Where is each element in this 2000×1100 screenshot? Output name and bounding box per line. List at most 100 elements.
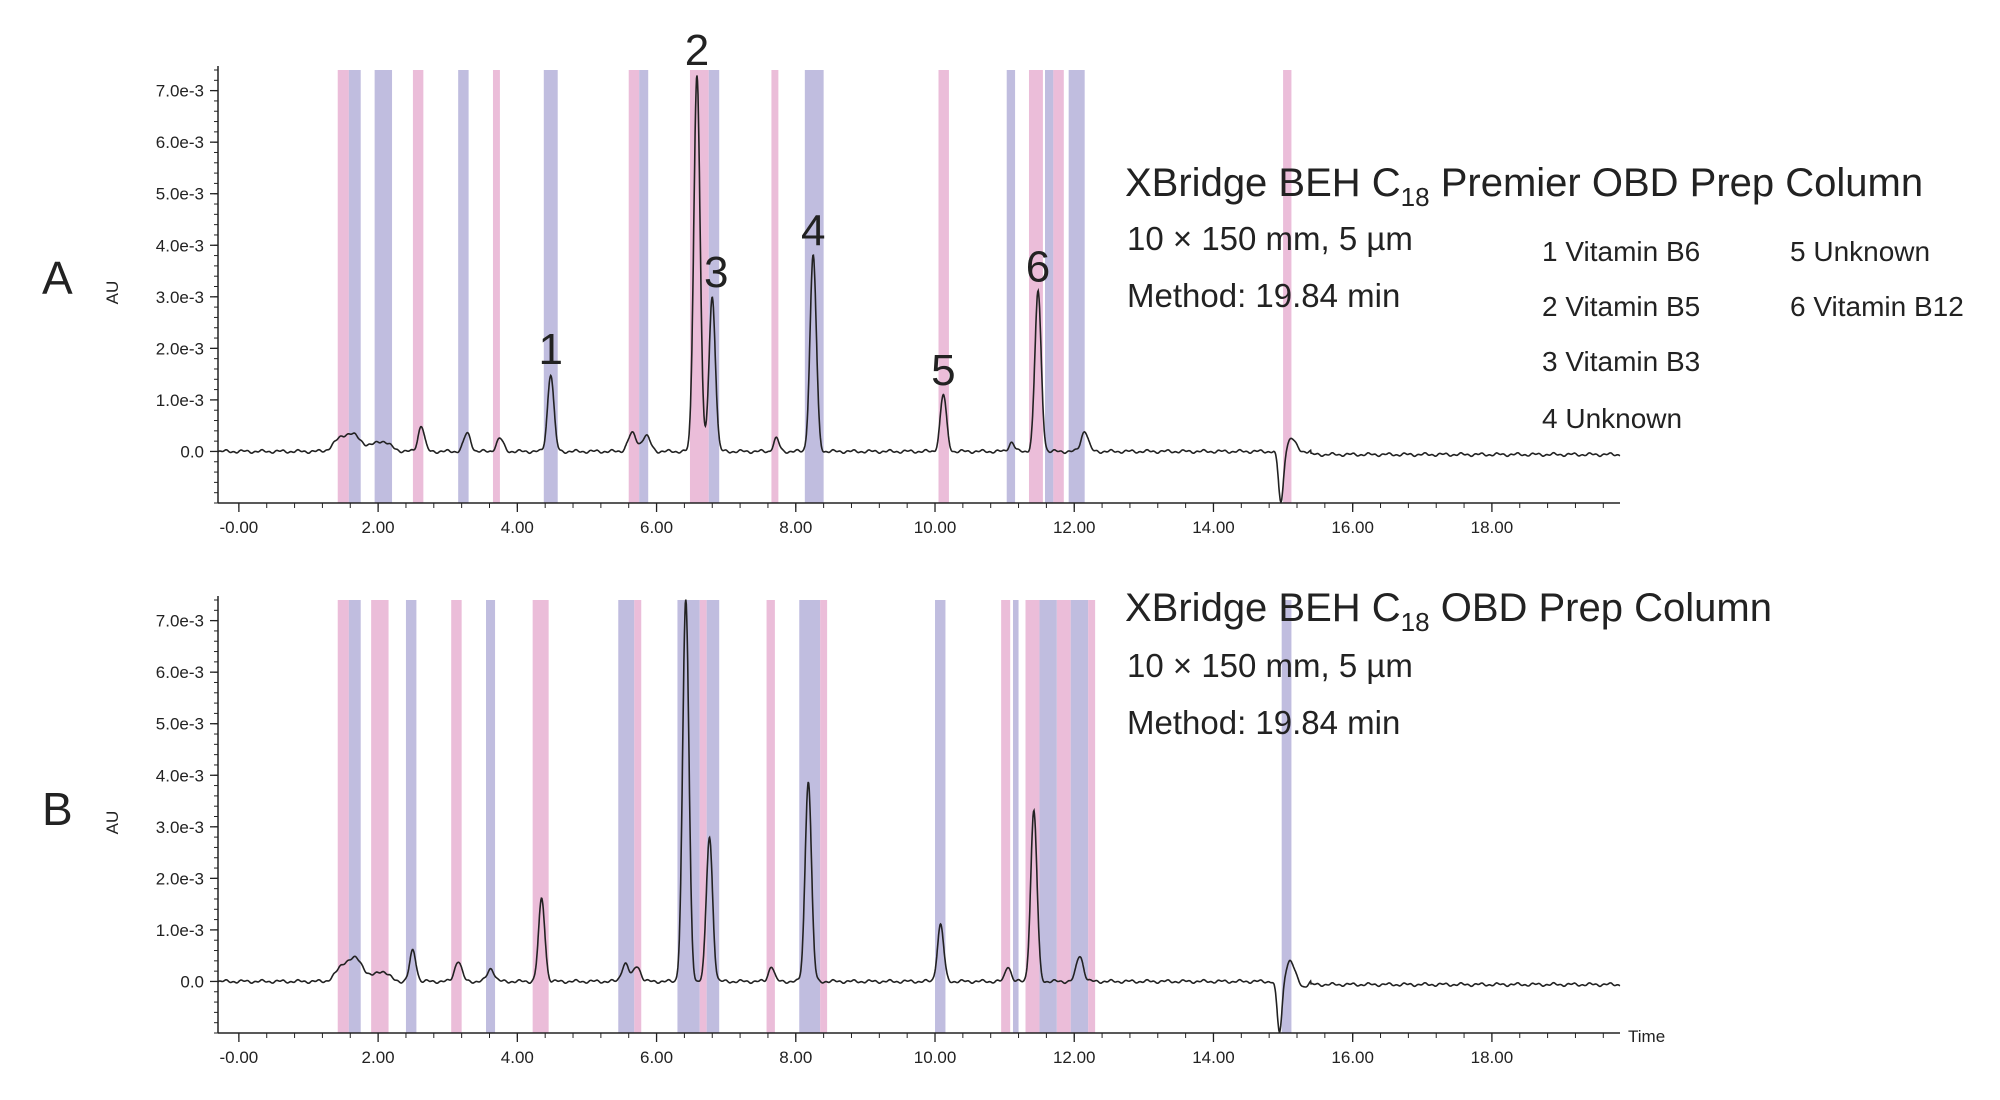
legend-item: 1 Vitamin B6 (1542, 236, 1700, 267)
x-tick-label: 2.00 (362, 1048, 395, 1067)
retention-band (486, 600, 496, 1033)
x-tick-label: 18.00 (1471, 518, 1514, 537)
panel-a-chart: 0.0 1.0e-3 2.0e-3 3.0e-3 4.0e-3 5.0e-3 6.0e-3 7… (42, 26, 1621, 537)
panel-a-column-info: XBridge BEH C18 Premier OBD Prep Column … (1125, 161, 1923, 314)
retention-band (708, 70, 720, 503)
y-tick-label: 6.0e-3 (156, 663, 204, 682)
axes: 0.0 1.0e-3 2.0e-3 3.0e-3 4.0e-3 5.0e-3 6.0e-3 7… (156, 596, 1620, 1067)
x-tick-label: 8.00 (779, 1048, 812, 1067)
retention-band (1012, 600, 1019, 1033)
legend-item: 5 Unknown (1790, 236, 1930, 267)
retention-band (371, 600, 389, 1033)
peak-label: 3 (704, 248, 728, 297)
x-tick-label: 10.00 (914, 518, 957, 537)
peak-label: 2 (685, 26, 709, 75)
y-tick-label: 0.0 (180, 442, 204, 461)
panel-letter: B (42, 783, 73, 835)
panel-b-column-size: 10 × 150 mm, 5 µm (1127, 647, 1413, 684)
panel-a-method-time: Method: 19.84 min (1127, 277, 1400, 314)
retention-band (771, 70, 779, 503)
y-tick-label: 6.0e-3 (156, 133, 204, 152)
x-tick-label: -0.00 (220, 518, 259, 537)
retention-band (1088, 600, 1096, 1033)
y-tick-label: 7.0e-3 (156, 82, 204, 101)
retention-band (458, 70, 469, 503)
retention-band (1070, 600, 1089, 1033)
retention-band (1039, 600, 1057, 1033)
y-tick-label: 1.0e-3 (156, 391, 204, 410)
retention-band (1006, 70, 1016, 503)
x-tick-label: 6.00 (640, 518, 673, 537)
retention-band (938, 70, 949, 503)
retention-band (1028, 70, 1043, 503)
retention-band (1068, 70, 1085, 503)
legend-item: 4 Unknown (1542, 403, 1682, 434)
x-tick-label: -0.00 (220, 1048, 259, 1067)
retention-band (348, 70, 361, 503)
x-tick-label: 4.00 (501, 1048, 534, 1067)
x-tick-label: 18.00 (1471, 1048, 1514, 1067)
x-tick-label: 6.00 (640, 1048, 673, 1067)
legend-item: 3 Vitamin B3 (1542, 346, 1700, 377)
peak-label: 4 (801, 207, 825, 256)
retention-band (766, 600, 775, 1033)
y-tick-label: 7.0e-3 (156, 612, 204, 631)
retention-band (699, 600, 707, 1033)
retention-band (706, 600, 720, 1033)
panel-a-column-size: 10 × 150 mm, 5 µm (1127, 220, 1413, 257)
retention-band (1053, 70, 1064, 503)
retention-band (492, 70, 500, 503)
peak-label: 6 (1026, 243, 1050, 292)
y-tick-label: 2.0e-3 (156, 339, 204, 358)
y-tick-label: 2.0e-3 (156, 869, 204, 888)
peak-legend: 1 Vitamin B6 2 Vitamin B5 3 Vitamin B3 4… (1542, 236, 1964, 434)
retention-bands (337, 600, 1292, 1033)
panel-b-method-time: Method: 19.84 min (1127, 704, 1400, 741)
retention-band (348, 600, 361, 1033)
retention-band (628, 70, 640, 503)
retention-band (1283, 70, 1292, 503)
panel-letter: A (42, 252, 73, 304)
retention-band (1281, 600, 1292, 1033)
chromatogram-trace (217, 599, 1621, 1033)
panel-b-column-info: XBridge BEH C18 OBD Prep Column 10 × 150… (1125, 586, 1772, 741)
retention-band (451, 600, 462, 1033)
axes: 0.0 1.0e-3 2.0e-3 3.0e-3 4.0e-3 5.0e-3 6.0e-3 7… (156, 66, 1620, 537)
x-tick-label: 12.00 (1053, 518, 1096, 537)
retention-band (618, 600, 635, 1033)
y-tick-label: 3.0e-3 (156, 288, 204, 307)
x-tick-label: 2.00 (362, 518, 395, 537)
y-tick-label: 5.0e-3 (156, 185, 204, 204)
y-axis-title: AU (103, 811, 122, 835)
x-axis-title: Time (1628, 1027, 1665, 1046)
legend-item: 6 Vitamin B12 (1790, 291, 1964, 322)
panel-b-column-title: XBridge BEH C18 OBD Prep Column (1125, 586, 1772, 637)
retention-band (1044, 70, 1054, 503)
legend-item: 2 Vitamin B5 (1542, 291, 1700, 322)
x-tick-label: 10.00 (914, 1048, 957, 1067)
panel-b-chart: 0.0 1.0e-3 2.0e-3 3.0e-3 4.0e-3 5.0e-3 6.0e-3 7… (42, 596, 1665, 1067)
y-tick-label: 3.0e-3 (156, 818, 204, 837)
y-tick-label: 0.0 (180, 972, 204, 991)
retention-band (543, 70, 558, 503)
retention-band (820, 600, 828, 1033)
peak-label: 5 (931, 346, 955, 395)
retention-band (1001, 600, 1011, 1033)
y-axis-title: AU (103, 281, 122, 305)
retention-band (412, 70, 424, 503)
retention-band (405, 600, 417, 1033)
x-tick-label: 4.00 (501, 518, 534, 537)
retention-band (677, 600, 700, 1033)
retention-bands (337, 70, 1292, 503)
retention-band (337, 600, 349, 1033)
retention-band (374, 70, 393, 503)
retention-band (634, 600, 642, 1033)
y-tick-label: 4.0e-3 (156, 766, 204, 785)
y-tick-label: 4.0e-3 (156, 236, 204, 255)
x-tick-label: 14.00 (1192, 518, 1235, 537)
retention-band (639, 70, 649, 503)
panel-a-column-title: XBridge BEH C18 Premier OBD Prep Column (1125, 161, 1923, 212)
y-tick-label: 5.0e-3 (156, 715, 204, 734)
retention-band (337, 70, 349, 503)
